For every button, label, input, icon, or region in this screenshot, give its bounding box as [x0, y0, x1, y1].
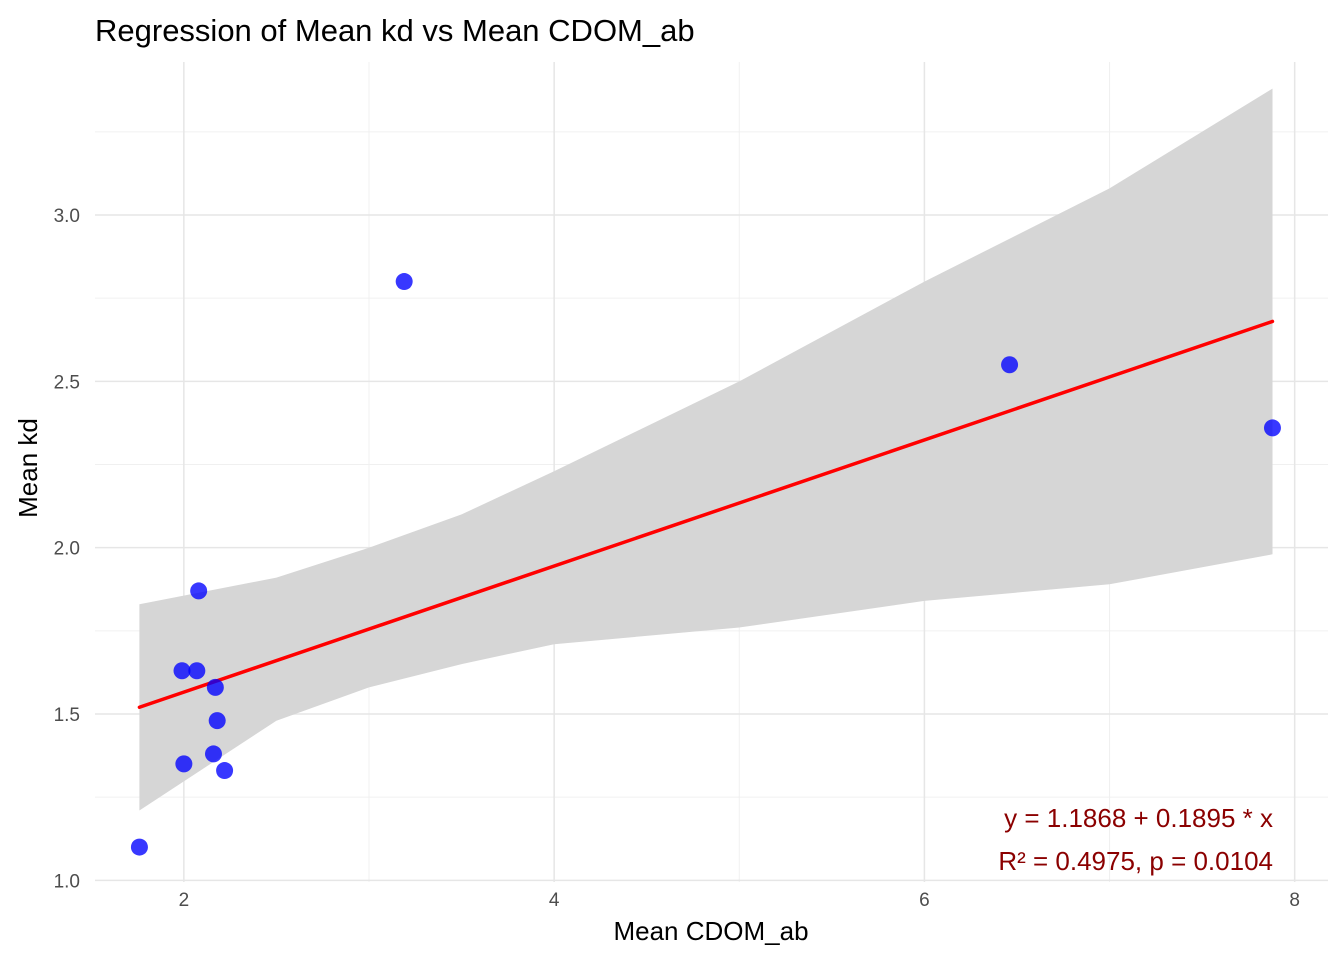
regression-line-layer [137, 319, 1275, 709]
regression-line [137, 319, 1275, 709]
y-axis-tick-labels: 1.0 1.5 2.0 2.5 3.0 [54, 206, 80, 892]
regression-stats: R² = 0.4975, p = 0.0104 [998, 846, 1273, 876]
data-point [204, 745, 222, 763]
x-axis-tick-labels: 2 4 6 8 [179, 890, 1300, 911]
y-tick-label: 1.5 [54, 705, 80, 726]
x-tick-label: 8 [1289, 890, 1300, 911]
chart-title: Regression of Mean kd vs Mean CDOM_ab [95, 13, 695, 48]
data-point [190, 582, 208, 600]
data-point [175, 755, 193, 773]
data-point [188, 662, 206, 680]
data-point [130, 838, 148, 856]
regression-equation: y = 1.1868 + 0.1895 * x [1004, 803, 1273, 833]
y-tick-label: 2.5 [54, 372, 80, 393]
y-axis-title: Mean kd [13, 418, 43, 518]
x-tick-label: 2 [179, 890, 190, 911]
confidence-band [139, 88, 1273, 811]
data-point [216, 762, 234, 780]
y-tick-label: 2.0 [54, 539, 80, 560]
data-point [1263, 419, 1281, 437]
data-point [173, 662, 191, 680]
x-tick-label: 4 [549, 890, 560, 911]
data-point [395, 273, 413, 291]
confidence-band-layer [139, 88, 1273, 811]
data-point [208, 712, 226, 730]
data-point [206, 678, 224, 696]
y-tick-label: 3.0 [54, 206, 80, 227]
data-points-layer [130, 273, 1281, 856]
y-tick-label: 1.0 [54, 871, 80, 892]
x-tick-label: 6 [919, 890, 930, 911]
data-point [1001, 356, 1019, 374]
x-axis-title: Mean CDOM_ab [613, 916, 808, 946]
